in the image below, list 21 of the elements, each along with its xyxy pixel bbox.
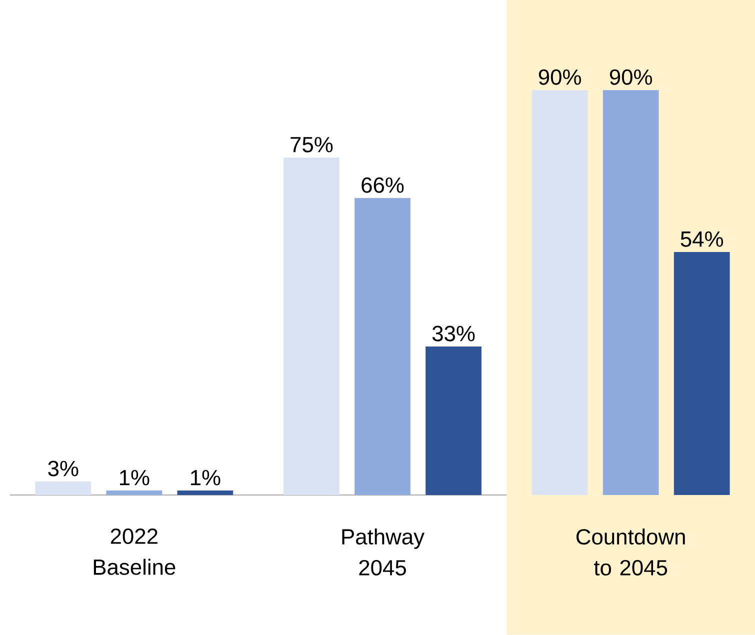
data-label: 66%: [362, 177, 404, 193]
x-tick-label: Countdown to 2045: [576, 528, 685, 576]
data-label: 90%: [538, 69, 581, 85]
bar: [674, 252, 730, 495]
bar: [602, 90, 659, 495]
data-label: 90%: [610, 69, 652, 85]
x-tick-label: Pathway 2045: [342, 528, 424, 576]
data-label: 1%: [191, 470, 220, 486]
data-label: 75%: [290, 136, 333, 152]
bar: [35, 482, 92, 495]
data-label: 54%: [680, 231, 724, 247]
bar: [177, 490, 234, 495]
bar: [532, 90, 588, 495]
data-label: 33%: [432, 326, 475, 342]
x-tick-label: 2022 Baseline: [94, 528, 176, 575]
bar: [354, 198, 410, 495]
bar: [426, 346, 482, 495]
bar: [284, 158, 340, 495]
data-label: 3%: [48, 460, 78, 476]
bar: [106, 490, 162, 495]
data-label: 1%: [120, 470, 150, 486]
